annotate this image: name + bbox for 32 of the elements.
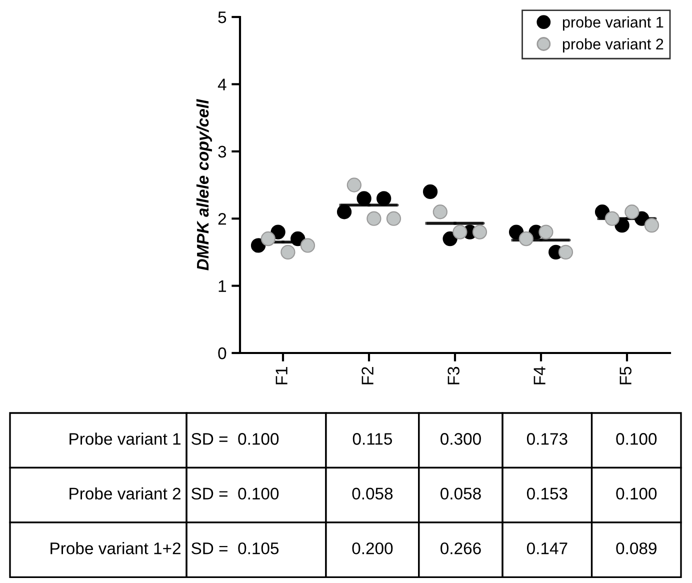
text: 0.115	[352, 433, 392, 445]
x-tick-label: F2	[362, 367, 374, 384]
text: 0.100	[616, 433, 657, 445]
y-tick-label: 5	[218, 12, 226, 24]
text: 0.200	[352, 542, 393, 554]
y-tick-label: 3	[218, 146, 226, 158]
text: SD = 0.100	[192, 433, 279, 445]
x-tick-label: F5	[620, 366, 632, 384]
text: 0.100	[616, 488, 657, 500]
text: 0.089	[616, 542, 656, 554]
x-tick-label: F1	[276, 367, 288, 384]
y-tick-label: 0	[218, 347, 226, 360]
legend-label: probe variant 1	[562, 16, 664, 31]
text: Probe variant 1	[70, 432, 180, 445]
text: 0.058	[440, 488, 481, 500]
x-tick-label: F4	[534, 366, 546, 384]
y-axis-title: DMPK allele copy/cell	[196, 99, 212, 270]
text: 0.147	[526, 542, 568, 554]
legend-label: probe variant 2	[562, 38, 664, 53]
x-tick-label: F3	[448, 366, 460, 384]
text: 0.153	[526, 488, 568, 500]
y-tick-label: 4	[218, 78, 226, 90]
text: Probe variant 2	[70, 487, 180, 500]
text: 0.266	[440, 542, 481, 554]
text: 0.058	[352, 488, 393, 500]
text: SD = 0.105	[192, 542, 279, 554]
y-tick-label: 1	[218, 280, 226, 292]
text: SD = 0.100	[192, 488, 279, 500]
text: 0.300	[440, 433, 481, 445]
text: 0.173	[526, 433, 568, 445]
text: Probe variant 1+2	[50, 542, 180, 554]
y-tick-label: 2	[218, 213, 226, 225]
